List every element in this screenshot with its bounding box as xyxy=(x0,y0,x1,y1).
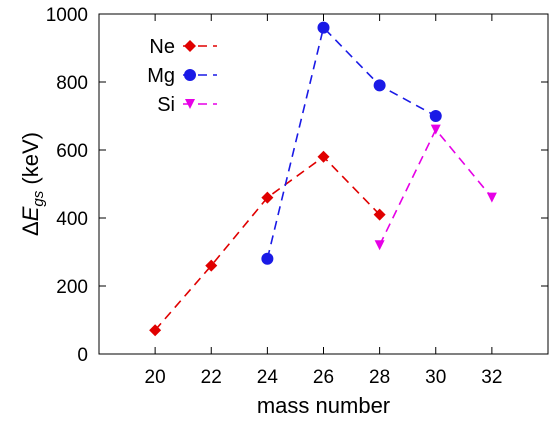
x-tick-label: 26 xyxy=(313,367,334,388)
series-ne xyxy=(149,150,386,337)
y-tick-label: 1000 xyxy=(46,5,88,26)
legend: Ne Mg Si xyxy=(147,36,217,116)
y-tick-label: 600 xyxy=(56,141,88,162)
x-axis-label: mass number xyxy=(257,393,390,418)
legend-label-mg: Mg xyxy=(147,65,175,87)
data-point-si xyxy=(430,124,441,135)
legend-label-si: Si xyxy=(157,94,175,116)
y-axis-label: ΔEgs (keV) xyxy=(18,132,47,236)
data-point-ne xyxy=(149,324,162,337)
data-point-si xyxy=(486,192,497,203)
y-label-subscript: gs xyxy=(30,190,47,206)
legend-marker-ne xyxy=(184,40,196,52)
legend-item-si: Si xyxy=(157,94,217,116)
series-mg xyxy=(261,21,442,265)
x-tick-label: 32 xyxy=(481,367,502,388)
data-point-ne xyxy=(373,208,386,221)
series-line-mg xyxy=(266,26,437,259)
data-point-ne xyxy=(205,259,218,272)
x-tick-label: 28 xyxy=(369,367,390,388)
legend-marker-mg xyxy=(184,69,196,81)
y-label-delta: Δ xyxy=(18,221,43,236)
y-tick-label: 0 xyxy=(77,345,88,366)
series-si xyxy=(374,124,497,251)
legend-label-ne: Ne xyxy=(149,36,175,58)
series-line-si xyxy=(378,128,493,246)
data-point-mg xyxy=(317,21,330,34)
y-tick-label: 200 xyxy=(56,277,88,298)
series-line-ne xyxy=(154,155,381,331)
data-point-si xyxy=(374,240,385,251)
tick-labels: 20 22 24 26 28 30 32 0 200 400 600 800 1000 xyxy=(46,5,503,388)
x-tick-label: 22 xyxy=(201,367,222,388)
data-point-ne xyxy=(317,150,330,163)
data-point-mg xyxy=(373,79,386,92)
y-tick-label: 400 xyxy=(56,209,88,230)
x-tick-label: 20 xyxy=(145,367,166,388)
data-point-mg xyxy=(429,110,442,122)
legend-item-ne: Ne xyxy=(149,36,217,58)
plot-series xyxy=(149,21,497,337)
x-tick-label: 30 xyxy=(425,367,446,388)
data-point-mg xyxy=(261,252,274,265)
legend-item-mg: Mg xyxy=(147,65,217,87)
y-label-unit: (keV) xyxy=(18,132,43,191)
y-tick-label: 800 xyxy=(56,73,88,94)
data-point-ne xyxy=(261,191,274,204)
legend-marker-si xyxy=(185,99,195,109)
x-tick-label: 24 xyxy=(257,367,279,388)
plot-frame xyxy=(98,13,549,355)
y-label-symbol: E xyxy=(18,206,43,221)
